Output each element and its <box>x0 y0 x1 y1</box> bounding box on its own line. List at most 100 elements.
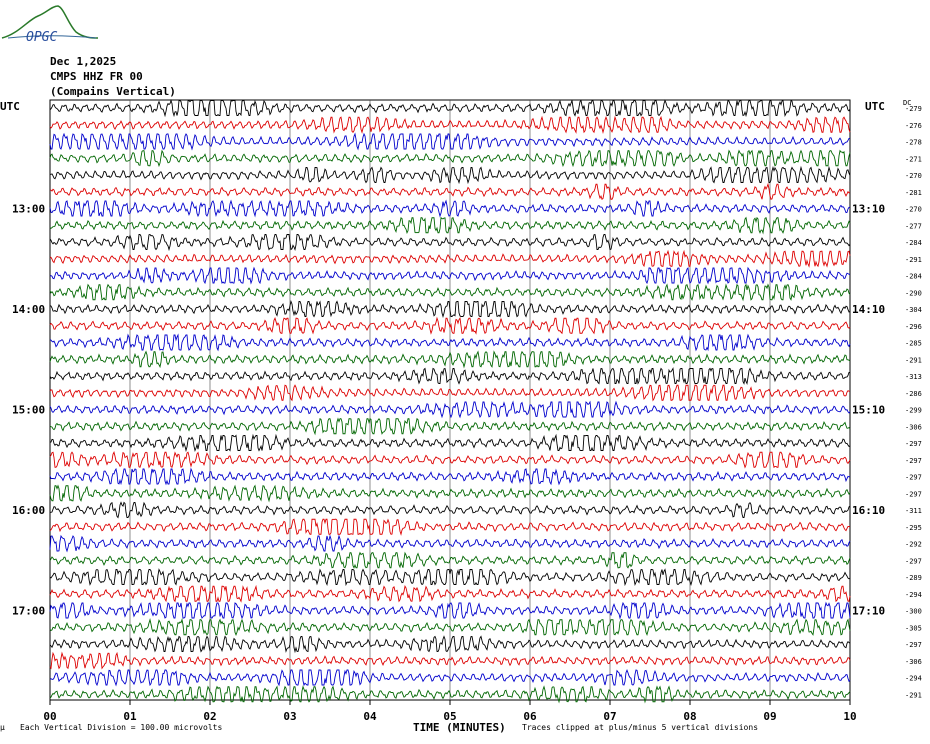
right-timezone-label: UTC <box>865 100 885 113</box>
dc-offset-label: -278 <box>905 139 922 147</box>
dc-offset-label: -299 <box>905 407 922 415</box>
left-time-label: 16:00 <box>12 504 45 517</box>
dc-offset-label: -291 <box>905 691 922 699</box>
dc-offset-label: -284 <box>905 273 922 281</box>
left-time-label: 13:00 <box>12 203 45 216</box>
dc-offset-label: -306 <box>905 423 922 431</box>
station-location: (Compains Vertical) <box>50 85 176 98</box>
dc-offset-label: -291 <box>905 356 922 364</box>
dc-offset-label: -271 <box>905 155 922 163</box>
right-time-label: 13:10 <box>852 203 885 216</box>
scale-note: Each Vertical Division = 100.00 microvol… <box>20 723 223 732</box>
right-time-label: 14:10 <box>852 303 885 316</box>
trace-line <box>49 165 851 185</box>
station-code: CMPS HHZ FR 00 <box>50 70 143 83</box>
dc-offset-header: DC <box>903 99 912 107</box>
right-time-label: 17:10 <box>852 605 885 618</box>
dc-offset-label: -292 <box>905 541 922 549</box>
x-tick-label: 00 <box>43 710 56 723</box>
dc-offset-label: -285 <box>905 340 922 348</box>
left-time-label: 14:00 <box>12 303 45 316</box>
x-tick-label: 05 <box>443 710 456 723</box>
plot-date: Dec 1,2025 <box>50 55 117 68</box>
dc-offset-label: -300 <box>905 608 922 616</box>
trace-line <box>49 668 851 687</box>
trace-line <box>49 216 851 235</box>
dc-offset-label: -294 <box>905 591 922 599</box>
right-time-label: 15:10 <box>852 404 885 417</box>
trace-line <box>49 518 851 536</box>
x-tick-label: 04 <box>363 710 377 723</box>
trace-line <box>49 450 851 469</box>
left-time-label: 15:00 <box>12 404 45 417</box>
trace-line <box>49 199 851 218</box>
left-timezone-label: UTC <box>0 100 20 113</box>
trace-line <box>49 417 851 436</box>
trace-line <box>49 484 851 503</box>
trace-line <box>49 433 851 453</box>
dc-offset-label: -297 <box>905 490 922 498</box>
trace-line <box>49 400 851 419</box>
corner-mark: µ <box>0 723 5 732</box>
dc-offset-label: -270 <box>905 172 922 180</box>
dc-offset-label: -277 <box>905 222 922 230</box>
trace-line <box>49 384 851 402</box>
dc-offset-label: -297 <box>905 440 922 448</box>
trace-line <box>49 333 851 352</box>
x-tick-label: 06 <box>523 710 537 723</box>
dc-offset-label: -281 <box>905 189 922 197</box>
trace-line <box>49 551 851 569</box>
dc-offset-label: -294 <box>905 675 922 683</box>
trace-line <box>49 182 851 200</box>
dc-offset-label: -279 <box>905 105 922 113</box>
x-tick-label: 03 <box>283 710 296 723</box>
dc-offset-label: -311 <box>905 507 922 515</box>
trace-line <box>49 300 851 318</box>
trace-line <box>49 501 851 519</box>
dc-offset-label: -297 <box>905 641 922 649</box>
dc-offset-label: -313 <box>905 373 922 381</box>
trace-line <box>49 601 851 620</box>
x-tick-label: 07 <box>603 710 616 723</box>
trace-line <box>49 283 851 302</box>
x-axis-title: TIME (MINUTES) <box>413 721 506 734</box>
dc-offset-label: -296 <box>905 323 922 331</box>
trace-line <box>49 316 851 335</box>
trace-line <box>49 685 851 704</box>
left-time-label: 17:00 <box>12 605 45 618</box>
trace-line <box>49 266 851 285</box>
dc-offset-label: -289 <box>905 574 922 582</box>
dc-offset-label: -305 <box>905 624 922 632</box>
dc-offset-label: -304 <box>905 306 922 314</box>
trace-line <box>49 467 851 486</box>
dc-offset-label: -297 <box>905 557 922 565</box>
trace-line <box>49 635 851 654</box>
trace-line <box>49 132 851 151</box>
dc-offset-label: -286 <box>905 390 922 398</box>
trace-line <box>49 618 851 636</box>
dc-offset-label: -306 <box>905 658 922 666</box>
clip-note: Traces clipped at plus/minus 5 vertical … <box>522 723 759 732</box>
x-tick-label: 02 <box>203 710 216 723</box>
trace-line <box>49 249 851 268</box>
x-tick-label: 10 <box>843 710 856 723</box>
trace-line <box>49 534 851 553</box>
trace-line <box>49 584 851 603</box>
trace-line <box>49 367 851 385</box>
trace-line <box>49 149 851 168</box>
trace-line <box>49 115 851 135</box>
dc-offset-label: -297 <box>905 474 922 482</box>
trace-line <box>49 568 851 587</box>
trace-line <box>49 233 851 252</box>
x-tick-label: 08 <box>683 710 696 723</box>
trace-line <box>49 350 851 369</box>
dc-offset-label: -276 <box>905 122 922 130</box>
x-tick-label: 09 <box>763 710 776 723</box>
right-time-label: 16:10 <box>852 504 885 517</box>
dc-offset-label: -297 <box>905 457 922 465</box>
dc-offset-label: -284 <box>905 239 922 247</box>
logo-text: OPGC <box>26 30 57 45</box>
dc-offset-label: -291 <box>905 256 922 264</box>
dc-offset-label: -295 <box>905 524 922 532</box>
